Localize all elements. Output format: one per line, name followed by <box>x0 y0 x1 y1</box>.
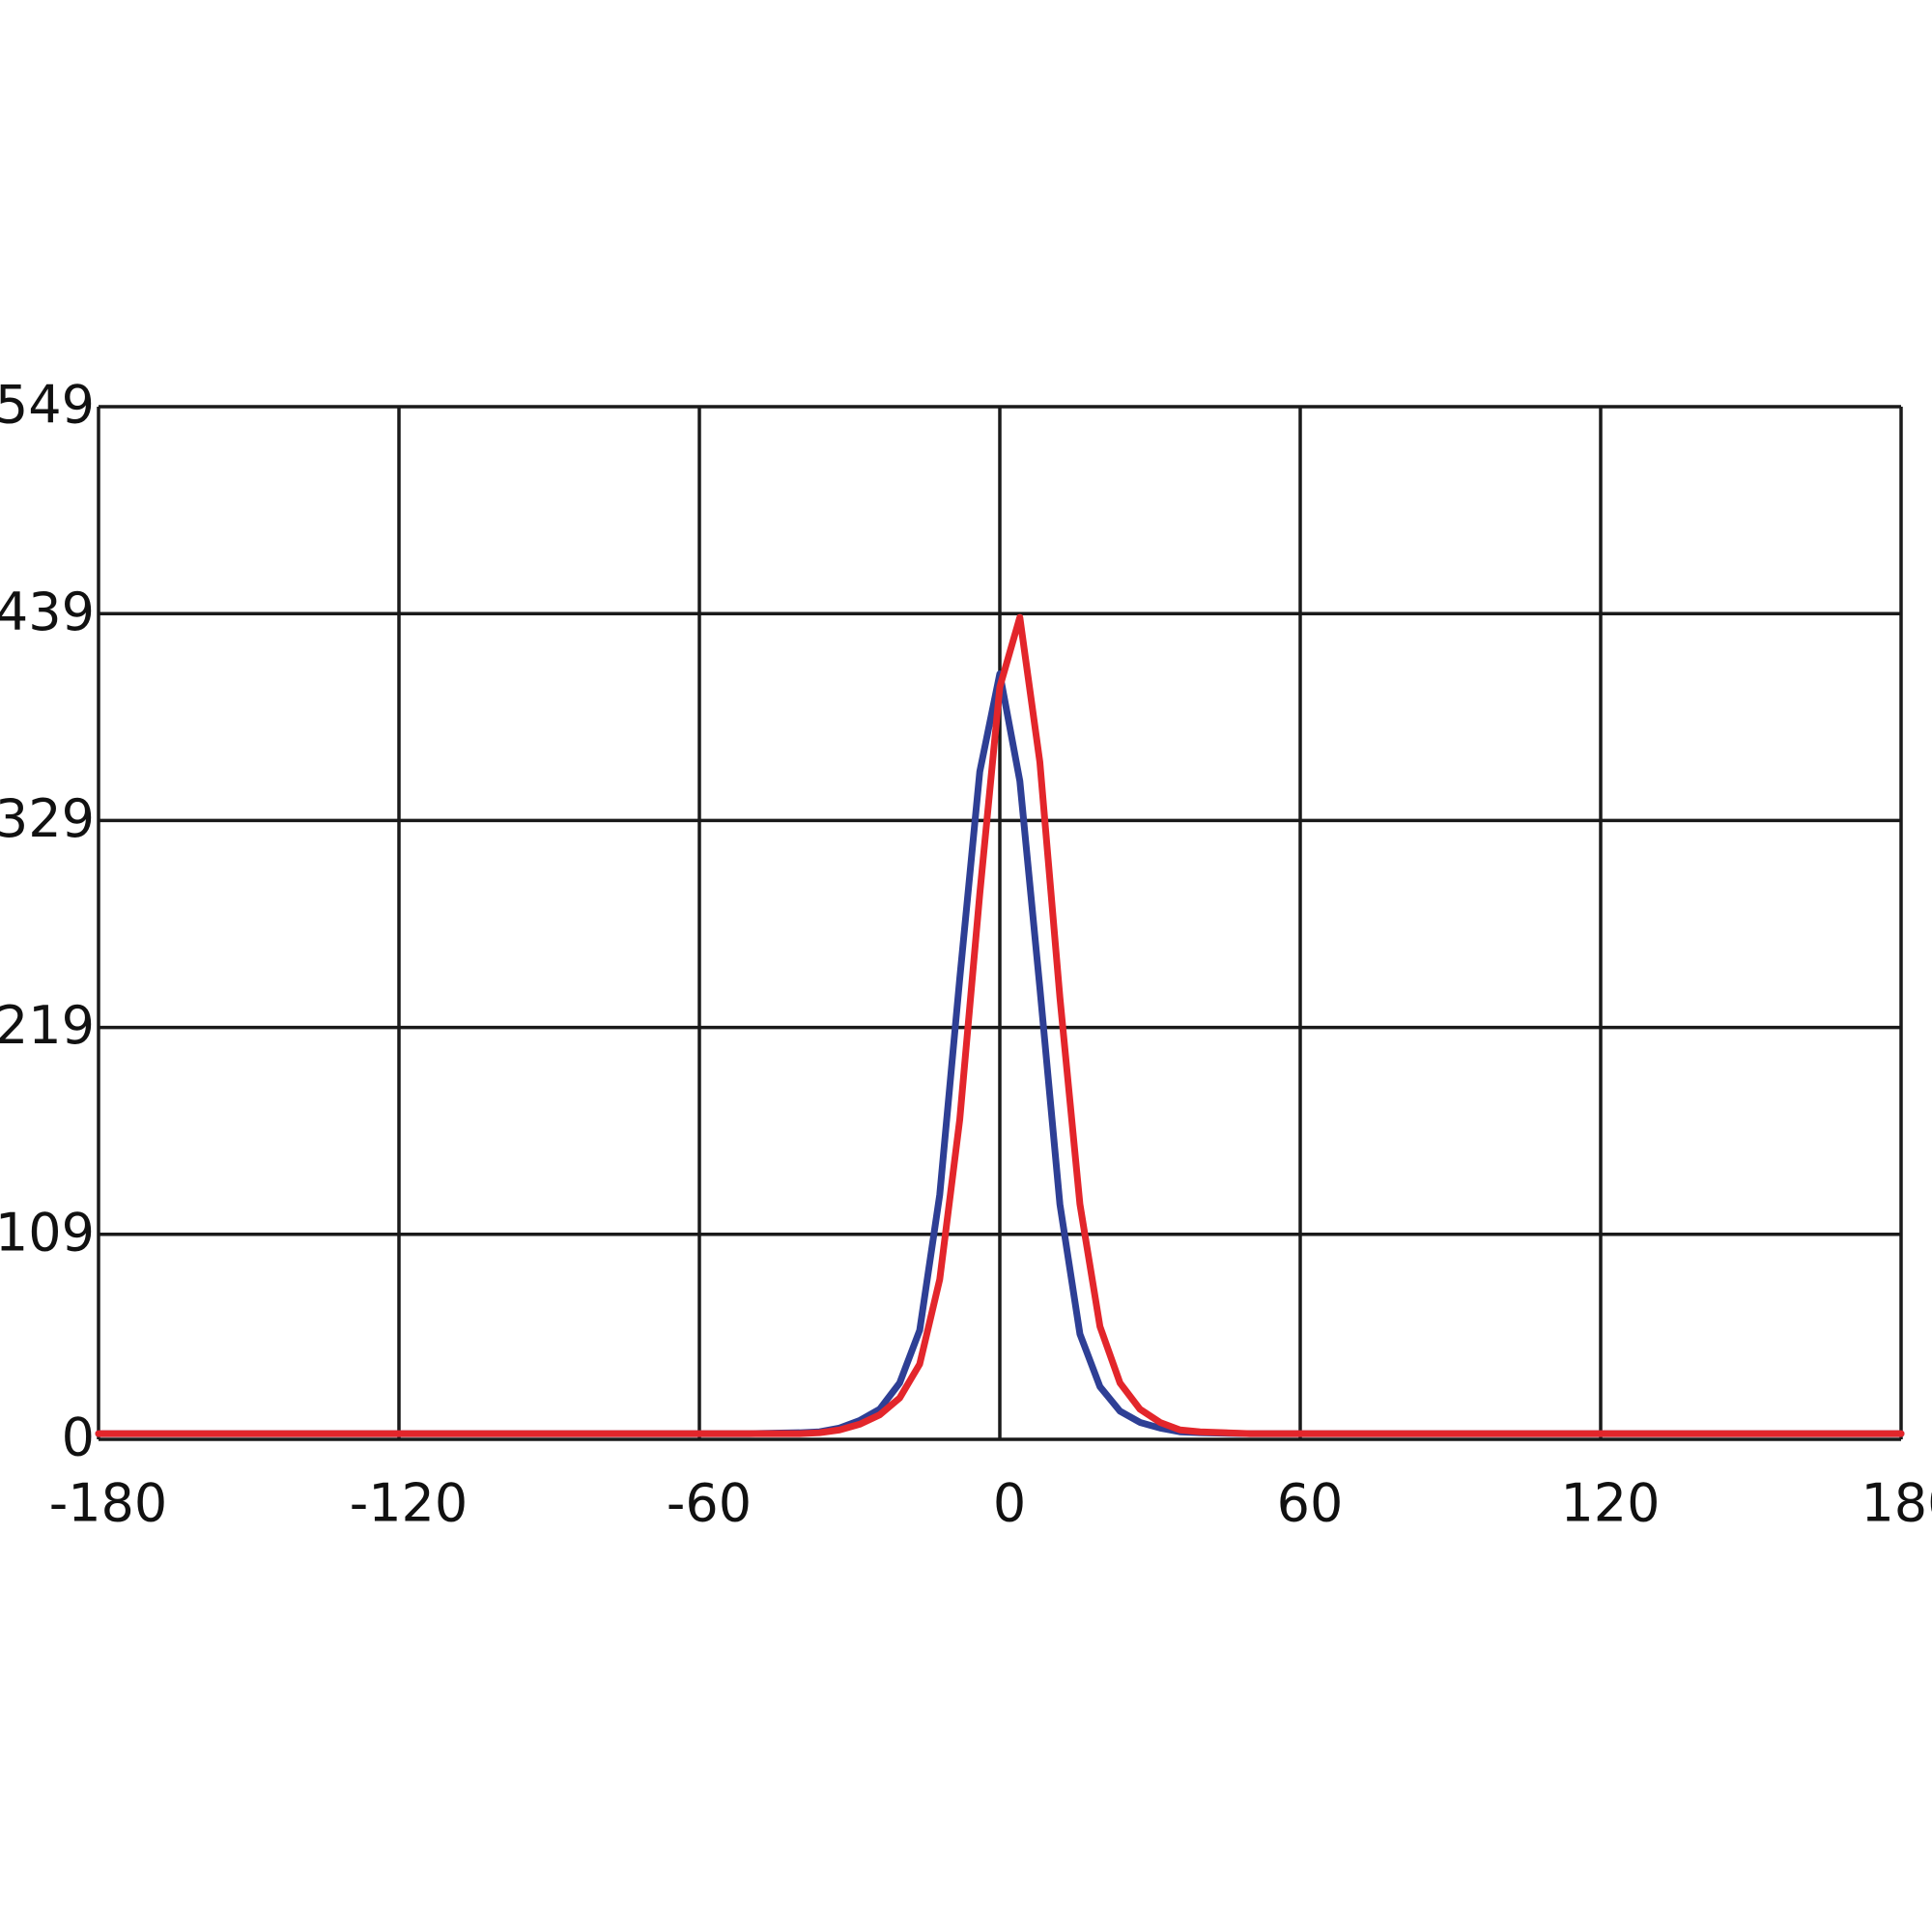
y-tick-label: 0 <box>62 1407 95 1468</box>
x-tick-label: 0 <box>993 1473 1026 1534</box>
series-line <box>95 613 1905 1437</box>
y-tick-label: 219 <box>0 995 95 1056</box>
x-tick-label: -180 <box>49 1473 168 1534</box>
y-tick-label: 109 <box>0 1202 95 1263</box>
y-tick-label: 329 <box>0 788 95 849</box>
x-tick-label: 120 <box>1560 1473 1660 1534</box>
x-tick-label: -60 <box>667 1473 752 1534</box>
x-tick-label: 60 <box>1277 1473 1344 1534</box>
y-tick-label: 549 <box>0 375 95 436</box>
y-tick-label: 439 <box>0 582 95 642</box>
x-tick-label: 180 <box>1861 1473 1932 1534</box>
x-tick-label: -120 <box>350 1473 469 1534</box>
